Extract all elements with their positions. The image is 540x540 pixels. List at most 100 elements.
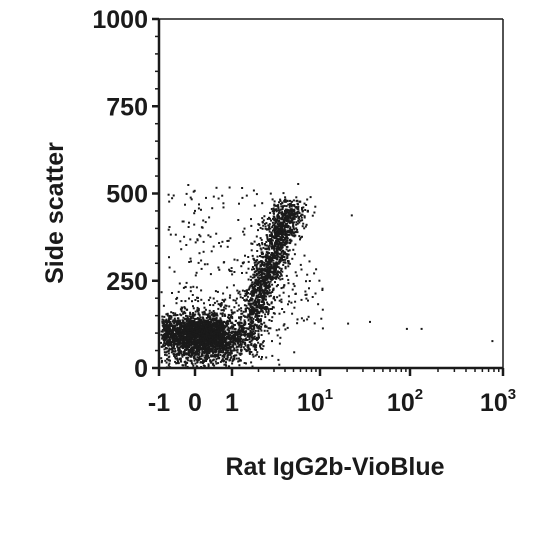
x-tick-label: 1: [225, 389, 239, 417]
data-point: [255, 278, 258, 281]
data-point: [267, 238, 270, 241]
data-point: [160, 330, 163, 333]
data-point: [235, 340, 238, 343]
data-point: [205, 359, 208, 362]
data-point: [217, 338, 220, 341]
data-point: [180, 338, 183, 341]
data-point: [278, 312, 281, 315]
data-point: [249, 331, 252, 334]
data-point: [220, 347, 223, 350]
data-point: [289, 202, 292, 205]
data-point: [194, 274, 197, 277]
data-point: [201, 344, 203, 347]
data-point: [258, 336, 260, 339]
data-point: [262, 252, 264, 255]
data-point: [215, 330, 218, 333]
outlier-point: [369, 320, 371, 323]
data-point: [243, 323, 245, 326]
data-point: [215, 358, 218, 361]
data-point: [287, 217, 290, 220]
x-tick-label: 101: [297, 386, 333, 417]
data-point: [188, 319, 191, 322]
data-point: [257, 229, 259, 232]
data-point: [229, 327, 231, 330]
data-point: [193, 328, 196, 331]
data-point: [275, 285, 278, 288]
data-point: [171, 346, 174, 349]
data-point: [246, 335, 249, 338]
data-point: [200, 321, 203, 324]
data-point: [270, 245, 273, 248]
data-point: [265, 248, 268, 251]
data-point: [222, 337, 225, 340]
data-point: [302, 319, 305, 322]
data-point: [242, 346, 245, 349]
data-point: [238, 327, 241, 330]
data-point: [265, 254, 268, 257]
data-point: [166, 325, 169, 328]
data-point: [199, 338, 201, 341]
y-tick-label: 0: [134, 355, 148, 383]
data-point: [251, 332, 254, 335]
data-point: [282, 236, 285, 239]
data-point: [245, 271, 248, 274]
data-point: [269, 255, 271, 258]
data-point: [287, 295, 290, 298]
data-point: [226, 350, 229, 352]
data-point: [271, 254, 274, 257]
data-point: [197, 300, 200, 303]
data-point: [223, 330, 226, 333]
data-point: [276, 217, 279, 220]
data-point: [281, 230, 284, 233]
data-point: [202, 321, 205, 324]
data-point: [214, 290, 217, 293]
data-point: [275, 219, 278, 222]
data-point: [260, 294, 262, 297]
data-point: [193, 322, 196, 325]
data-point: [167, 327, 170, 330]
data-point: [257, 270, 260, 273]
data-point: [221, 358, 224, 361]
data-point: [268, 226, 271, 229]
data-point: [223, 356, 226, 359]
outlier-point: [347, 322, 350, 325]
data-point: [268, 295, 271, 298]
data-point: [250, 291, 253, 293]
data-point: [274, 241, 277, 244]
data-point: [206, 263, 209, 266]
data-point: [212, 195, 215, 198]
data-point: [274, 235, 277, 238]
data-point: [182, 316, 185, 319]
data-point: [272, 288, 275, 291]
data-point: [271, 291, 274, 293]
data-point: [219, 360, 222, 363]
data-point: [258, 260, 261, 263]
data-point: [288, 230, 291, 232]
data-point: [160, 341, 162, 344]
data-point: [213, 335, 216, 338]
data-point: [240, 265, 243, 268]
data-point: [260, 319, 262, 322]
data-point: [207, 315, 209, 318]
data-point: [201, 341, 204, 344]
data-point: [201, 226, 204, 229]
data-point: [253, 289, 256, 291]
data-point: [298, 235, 301, 238]
data-point: [279, 278, 282, 281]
data-point: [237, 342, 240, 345]
data-point: [206, 332, 209, 335]
data-point: [200, 361, 202, 364]
data-point: [233, 311, 236, 314]
x-tick-label: -1: [148, 389, 170, 417]
data-point: [273, 257, 276, 259]
data-point: [194, 299, 197, 301]
data-point: [266, 278, 269, 281]
data-point: [266, 255, 269, 258]
data-point: [264, 306, 267, 308]
data-point: [178, 349, 181, 351]
data-point: [168, 226, 171, 228]
data-point: [284, 198, 287, 201]
data-point: [255, 344, 258, 347]
data-point: [268, 225, 271, 228]
data-point: [275, 241, 278, 244]
